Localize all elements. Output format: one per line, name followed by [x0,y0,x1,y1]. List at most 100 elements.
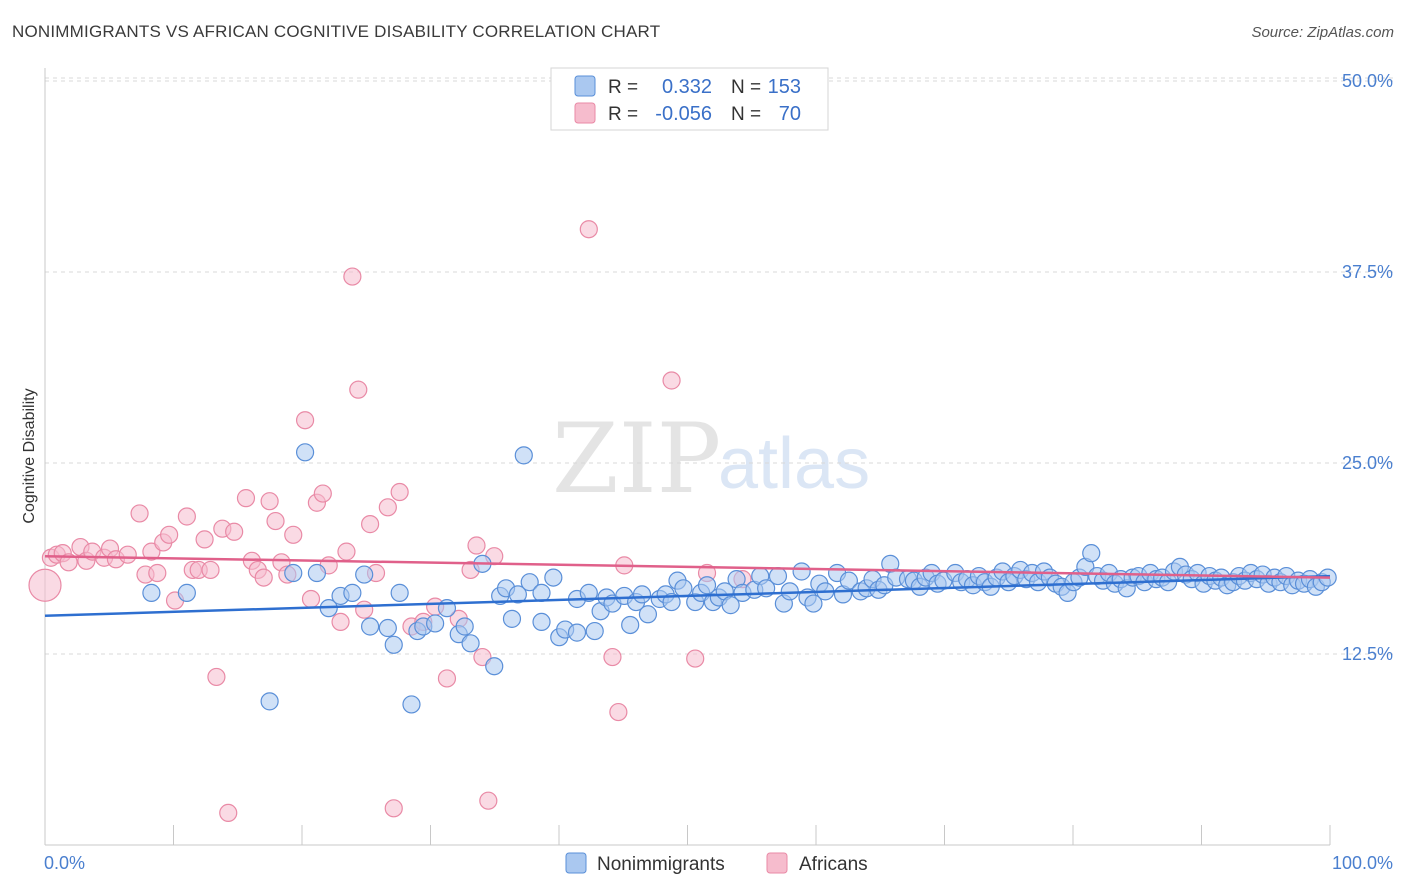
nonimmigrants-point [532,583,551,602]
y-tick-label: 50.0% [1342,71,1393,91]
africans-point [349,380,368,399]
africans-point [301,589,321,609]
nonimmigrants-point [579,583,598,602]
africans-point [219,803,238,823]
nonimmigrants-point [804,594,823,613]
africans-trend-line [44,554,1331,579]
nonimmigrants-point [355,565,374,584]
nonimmigrants-point [260,692,279,711]
legend-swatch-africans [574,102,596,124]
africans-point [284,525,303,544]
africans-point [148,563,167,583]
africans-point [225,522,244,541]
legend-r-label-2: R = [608,104,638,125]
nonimmigrants-trend-line [44,574,1331,618]
nonimmigrants-point [585,621,604,641]
africans-point [130,504,149,523]
nonimmigrants-point [721,596,740,615]
africans-point [266,511,285,531]
nonimmigrants-point [532,612,551,632]
nonimmigrants-point [514,446,533,465]
chart-title: NONIMMIGRANTS VS AFRICAN COGNITIVE DISAB… [12,22,661,41]
africans-point [390,482,409,502]
legend-box [550,67,829,131]
africans-point [662,371,681,390]
nonimmigrants-point [632,585,652,604]
africans-point [437,669,457,688]
nonimmigrants-point [674,579,693,598]
x-tick-label: 0.0% [44,853,85,873]
africans-point [603,647,622,667]
legend-r-value-1: 0.332 [662,76,712,98]
legend-n-value-1: 153 [768,76,801,98]
nonimmigrants-point [295,443,315,462]
legend-n-label-1: N = [731,77,761,98]
axes [44,68,1331,846]
watermark-zip: ZIP [552,403,721,515]
x-tick-label: 100.0% [1332,853,1393,873]
nonimmigrants-point [390,583,409,602]
africans-point [355,600,374,619]
africans-point [479,791,498,810]
tick-labels: 12.5% 25.0% 37.5% 50.0% 0.0% 100.0% [44,71,1393,873]
nonimmigrants-point [455,617,474,636]
nonimmigrants-point [839,571,858,590]
africans-point [177,507,196,526]
africans-point [331,612,350,632]
africans-point [579,220,598,239]
y-tick-label: 37.5% [1342,262,1393,282]
africans-point [361,515,380,534]
nonimmigrants-point [520,573,539,592]
y-tick-label: 25.0% [1342,453,1393,473]
bottom-legend-swatch-africans [766,852,788,874]
africans-point [118,545,137,564]
nonimmigrants-point [307,563,327,583]
africans-point [260,492,279,511]
africans-point [686,649,705,668]
nonimmigrants-point [177,583,196,602]
nonimmigrants-point [638,605,658,624]
nonimmigrants-point [508,585,527,604]
africans-point [254,568,273,587]
nonimmigrants-point [792,562,811,581]
nonimmigrants-point [768,566,788,586]
africans-point [195,530,214,549]
nonimmigrants-point [697,576,717,595]
watermark: ZIP atlas [552,403,870,515]
nonimmigrants-point [378,618,397,638]
legend: R = 0.332 N = 153 R = -0.056 N = 70 [550,67,829,131]
nonimmigrants-point [502,609,522,628]
nonimmigrants-point [544,568,563,587]
africans-point [378,498,397,517]
bottom-legend-africans: Africans [799,854,868,875]
watermark-atlas: atlas [718,424,870,504]
nonimmigrants-point [402,695,421,714]
nonimmigrants-point [142,583,161,602]
legend-n-label-2: N = [731,104,761,125]
africans-point [384,799,403,818]
africans-point [295,411,315,430]
bottom-legend: Nonimmigrants Africans [565,852,868,875]
legend-swatch-nonimmigrants [574,75,596,97]
source-credit: Source: ZipAtlas.com [1251,24,1394,41]
nonimmigrants-point [384,635,403,654]
africans-point [236,489,256,508]
nonimmigrants-point [343,583,362,602]
nonimmigrants-point [361,617,380,636]
africans-point [28,568,62,602]
africans-point [207,667,226,687]
nonimmigrants-point [1082,544,1101,563]
nonimmigrants-point [461,634,480,653]
africans-point [160,525,179,544]
legend-n-value-2: 70 [779,103,801,125]
bottom-legend-swatch-nonimmigrants [565,852,587,874]
legend-r-value-2: -0.056 [655,103,712,125]
bottom-legend-nonimmigrants: Nonimmigrants [597,854,725,875]
africans-point [337,542,356,561]
nonimmigrants-point [567,623,587,642]
africans-point [343,267,362,286]
nonimmigrants-point [621,615,640,635]
legend-r-label-1: R = [608,77,638,98]
africans-point [201,560,220,580]
nonimmigrants-point [284,563,303,583]
